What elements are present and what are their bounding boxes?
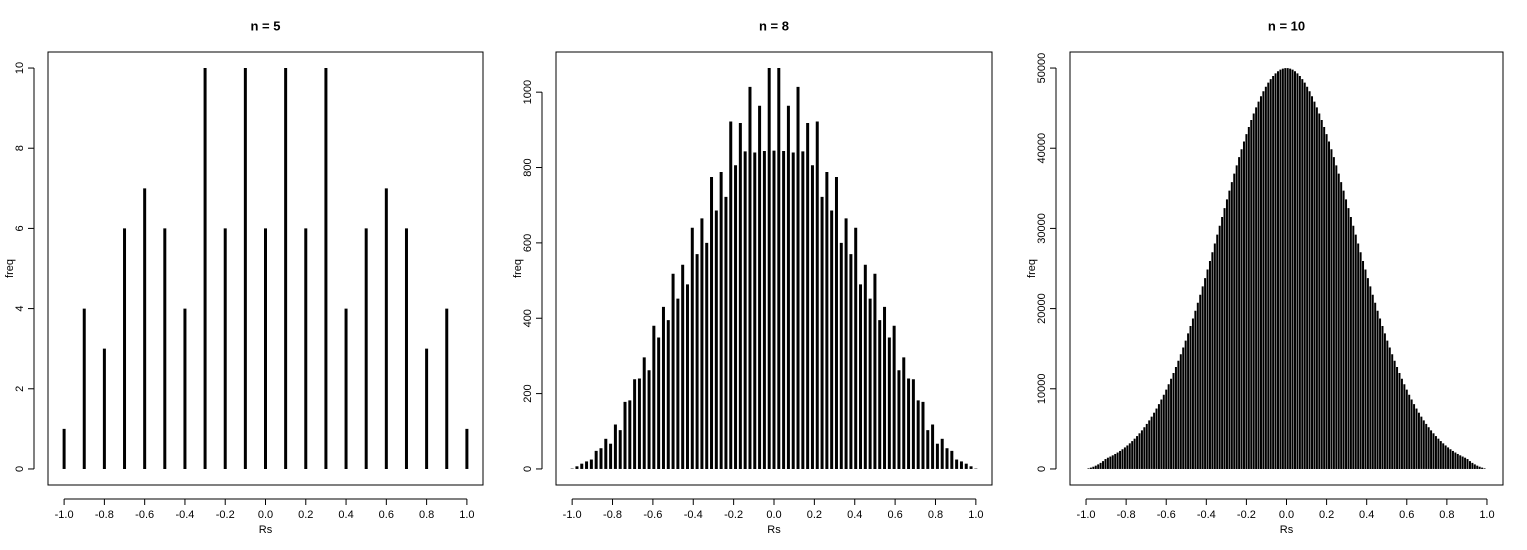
plot-frame — [1069, 51, 1504, 486]
x-tick-label: 0.4 — [847, 509, 862, 521]
x-tick-label: -0.6 — [1157, 509, 1176, 521]
y-tick-label: 1000 — [522, 80, 534, 104]
x-tick-label: -1.0 — [563, 509, 582, 521]
x-tick-label: 0.6 — [887, 509, 902, 521]
panel-title: n = 10 — [1268, 18, 1305, 33]
x-tick-label: 0.2 — [298, 509, 313, 521]
y-tick-label: 2 — [14, 386, 26, 392]
x-axis-label: Rs — [767, 524, 781, 536]
x-tick-label: -0.8 — [603, 509, 622, 521]
x-tick-label: -0.2 — [1237, 509, 1256, 521]
x-axis-label: Rs — [1280, 524, 1294, 536]
y-tick-label: 400 — [522, 309, 534, 327]
x-axis-label: Rs — [259, 524, 273, 536]
y-axis-label: freq — [1026, 259, 1038, 278]
x-tick-label: 0.8 — [1439, 509, 1454, 521]
x-tick-label: -1.0 — [1077, 509, 1096, 521]
x-tick-label: -0.6 — [643, 509, 662, 521]
plot-frame — [47, 51, 484, 486]
x-tick-label: 0.4 — [338, 509, 353, 521]
x-tick-label: -0.4 — [684, 509, 703, 521]
x-tick-label: 0.8 — [419, 509, 434, 521]
y-tick-label: 800 — [522, 158, 534, 176]
y-tick-label: 10000 — [1036, 373, 1048, 404]
y-tick-label: 0 — [522, 466, 534, 472]
x-tick-label: 0.0 — [1279, 509, 1294, 521]
x-tick-label: 0.6 — [1399, 509, 1414, 521]
x-tick-label: 0.0 — [258, 509, 273, 521]
y-tick-label: 200 — [522, 384, 534, 402]
x-tick-label: -0.8 — [95, 509, 114, 521]
x-tick-label: -0.4 — [1197, 509, 1216, 521]
y-tick-label: 40000 — [1036, 133, 1048, 164]
y-tick-label: 0 — [1036, 466, 1048, 472]
x-tick-label: 0.8 — [928, 509, 943, 521]
y-tick-label: 10 — [14, 62, 26, 74]
x-tick-label: 1.0 — [459, 509, 474, 521]
y-tick-label: 30000 — [1036, 213, 1048, 244]
y-tick-label: 50000 — [1036, 53, 1048, 84]
panel-title: n = 8 — [759, 18, 789, 33]
y-tick-label: 4 — [14, 306, 26, 312]
y-axis-label: freq — [512, 259, 524, 278]
x-tick-label: 0.2 — [807, 509, 822, 521]
y-axis-label: freq — [4, 259, 16, 278]
x-tick-label: 0.4 — [1359, 509, 1374, 521]
panel-title: n = 5 — [251, 18, 281, 33]
x-tick-label: -0.8 — [1117, 509, 1136, 521]
y-tick-label: 0 — [14, 466, 26, 472]
x-tick-label: -0.4 — [175, 509, 194, 521]
x-tick-label: -0.2 — [724, 509, 743, 521]
x-tick-label: -0.2 — [216, 509, 235, 521]
y-tick-label: 20000 — [1036, 293, 1048, 324]
x-tick-label: 0.6 — [379, 509, 394, 521]
x-tick-label: 0.2 — [1319, 509, 1334, 521]
x-tick-label: -0.6 — [135, 509, 154, 521]
x-tick-label: 1.0 — [968, 509, 983, 521]
y-tick-label: 6 — [14, 225, 26, 231]
y-tick-label: 600 — [522, 234, 534, 252]
y-tick-label: 8 — [14, 145, 26, 151]
x-tick-label: 0.0 — [766, 509, 781, 521]
x-tick-label: 1.0 — [1479, 509, 1494, 521]
plot-frame — [555, 51, 993, 486]
x-tick-label: -1.0 — [55, 509, 74, 521]
